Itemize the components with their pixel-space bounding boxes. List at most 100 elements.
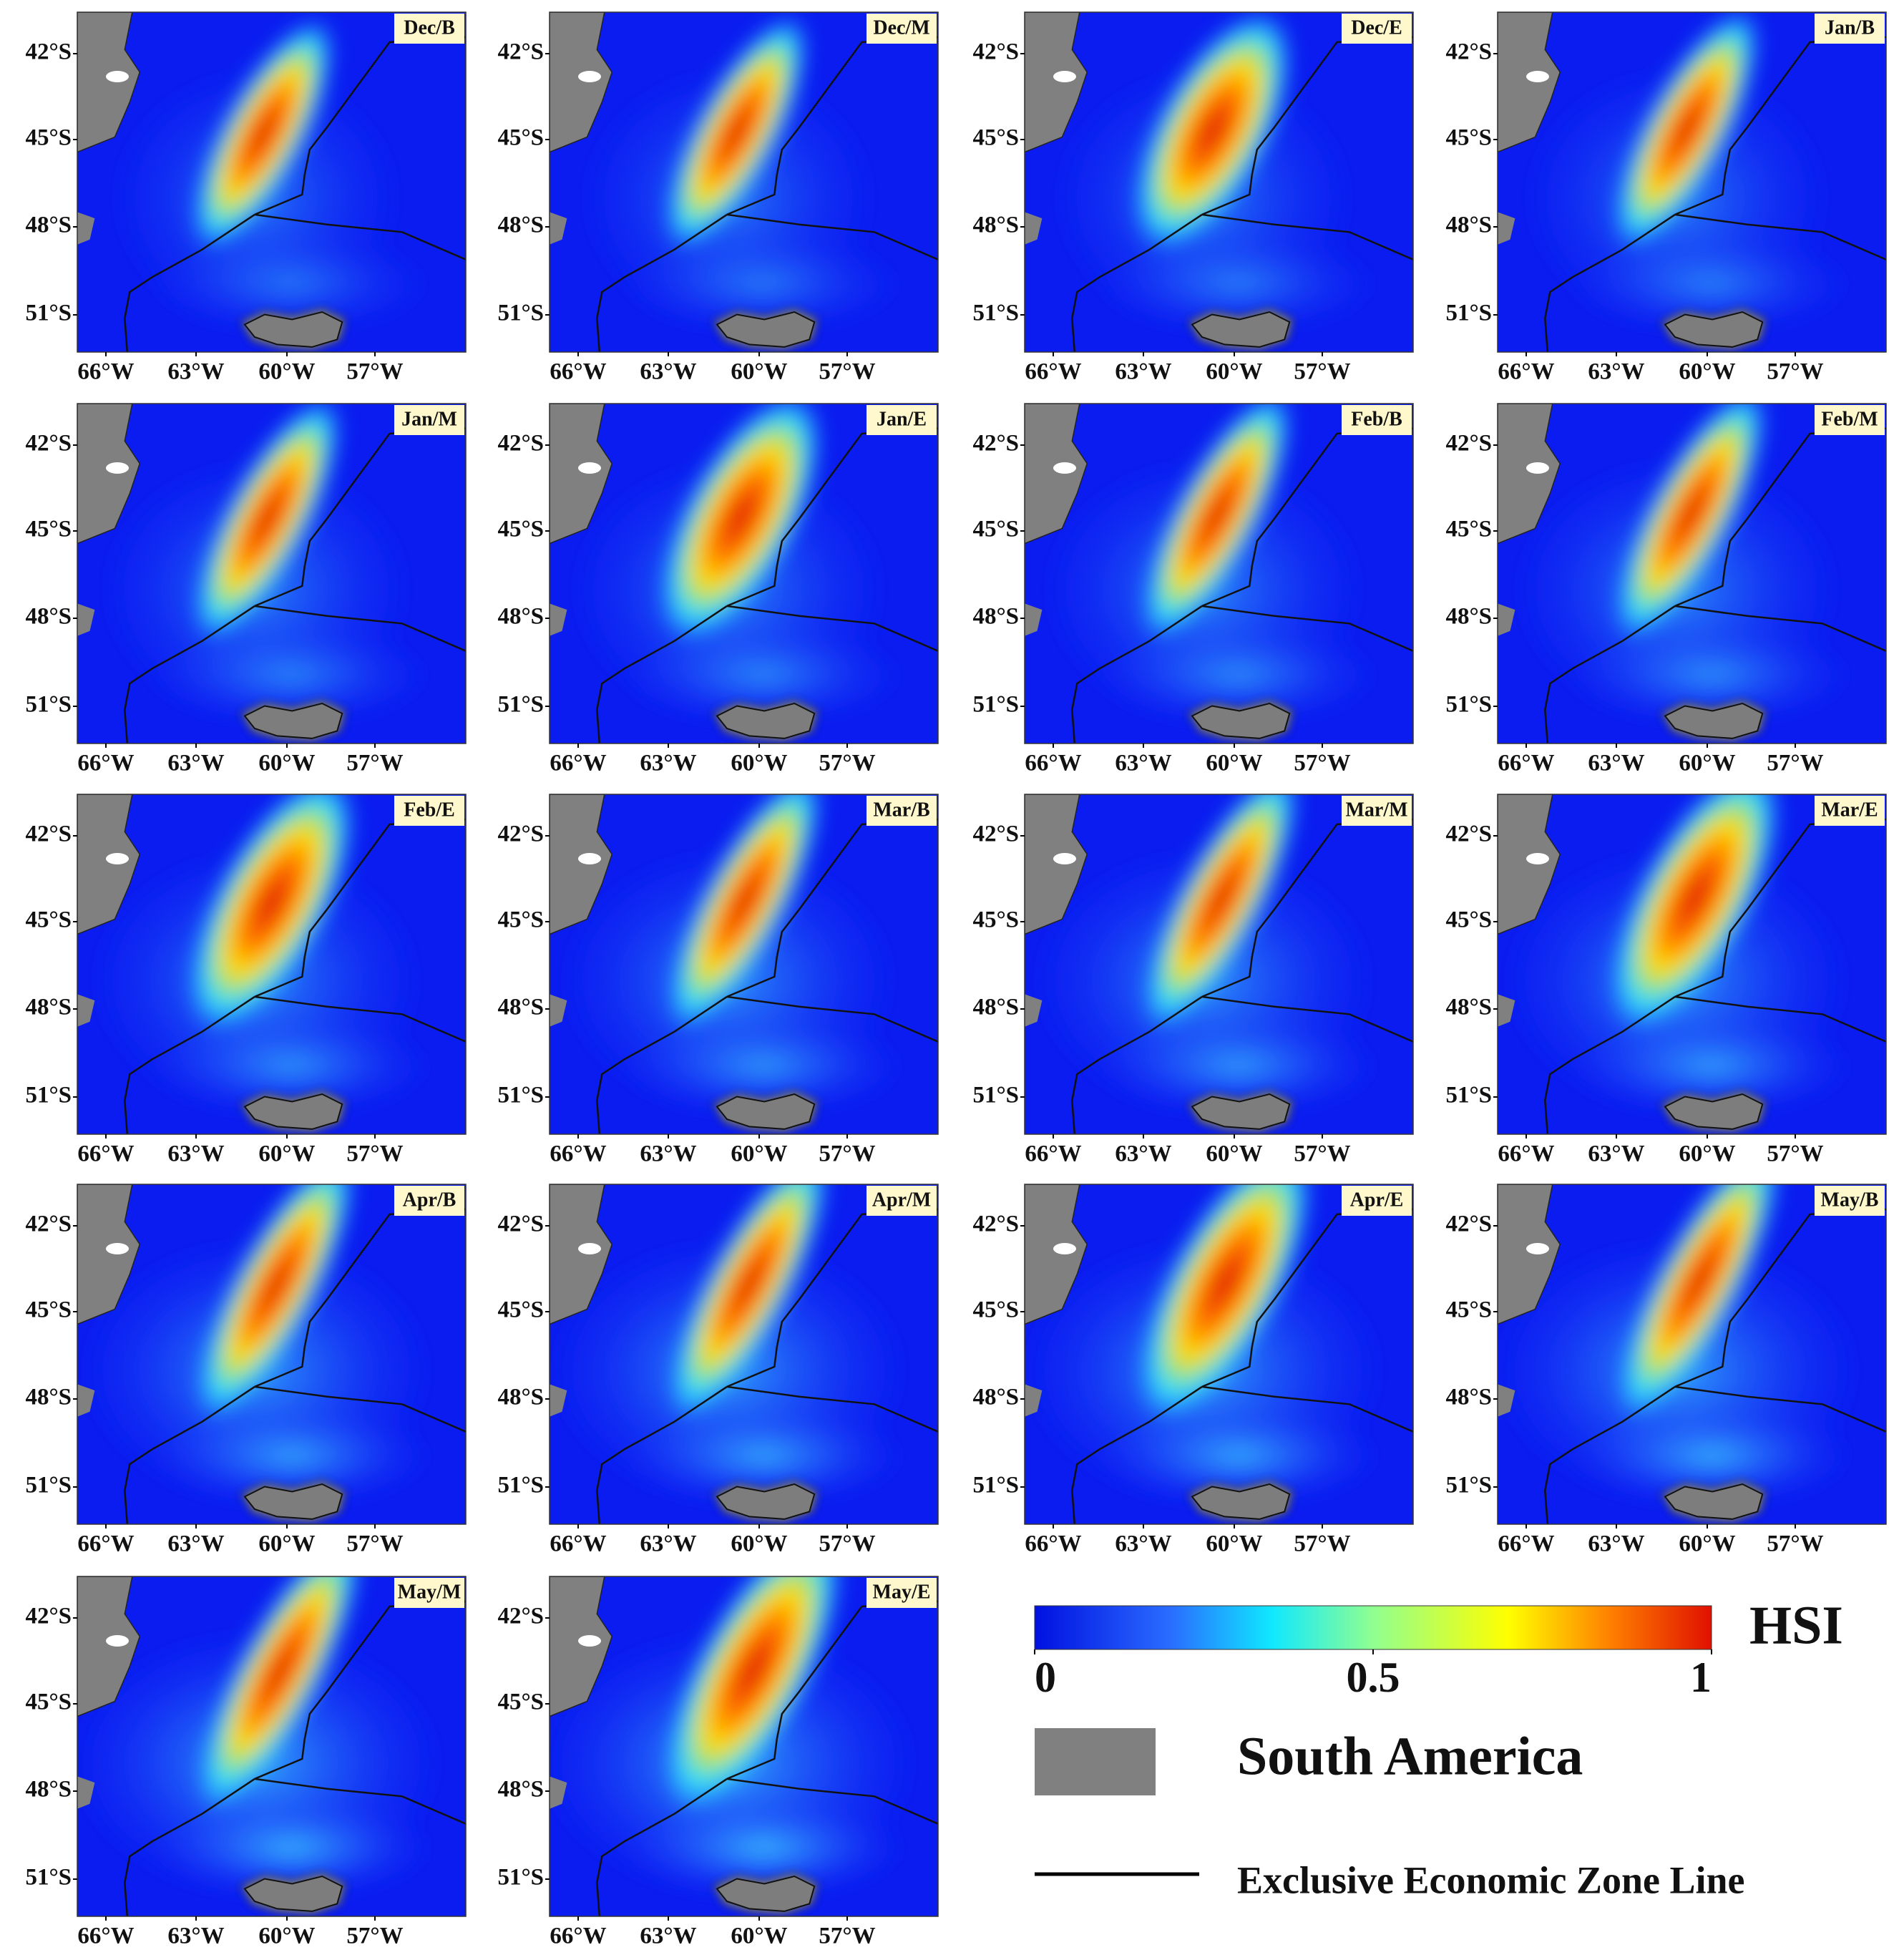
- lat-tick-label: 48°S: [25, 213, 72, 238]
- panel-label: May/M: [398, 1581, 462, 1603]
- panel-label: Apr/B: [403, 1189, 457, 1211]
- bay: [1053, 71, 1076, 82]
- lon-tick-label: 60°W: [1679, 751, 1735, 776]
- panel-label: Feb/B: [1351, 408, 1402, 430]
- lon-tick-label: 57°W: [1294, 1141, 1350, 1167]
- lat-tick-label: 45°S: [1445, 1297, 1492, 1323]
- eez-line: [596, 995, 728, 1134]
- map-panel: Mar/M 42°S 45°S 48°S 51°S 66°W 63°W 60°W 57°W: [972, 794, 1414, 1167]
- lon-tick-label: 57°W: [1767, 1531, 1823, 1557]
- habitat-south: [1096, 625, 1382, 726]
- habitat-south: [149, 234, 435, 334]
- lon-tick-label: 66°W: [77, 1924, 134, 1949]
- lat-tick-label: 51°S: [497, 301, 544, 326]
- land: [550, 1576, 613, 1717]
- land: [1025, 12, 1088, 153]
- habitat-ridge: [1133, 12, 1292, 250]
- lat-tick-label: 42°S: [25, 1604, 72, 1629]
- lon-tick-label: 63°W: [1115, 1531, 1171, 1557]
- lat-tick-label: 51°S: [25, 1865, 72, 1891]
- habitat-ridge: [188, 794, 355, 1031]
- land: [1025, 603, 1043, 636]
- lon-tick-label: 66°W: [550, 1531, 606, 1557]
- land: [550, 12, 613, 153]
- frame: [1497, 794, 1887, 1135]
- lat-tick-label: 42°S: [1445, 39, 1492, 65]
- lat-tick-label: 45°S: [972, 1297, 1019, 1323]
- bay: [1053, 462, 1076, 474]
- lat-tick-label: 45°S: [497, 125, 544, 151]
- bay: [578, 853, 601, 864]
- eez-line: [1674, 605, 1886, 652]
- lat-tick-label: 42°S: [972, 1211, 1019, 1237]
- lat-tick-label: 51°S: [1445, 692, 1492, 718]
- lat-tick-label: 51°S: [972, 301, 1019, 326]
- lat-tick-label: 51°S: [1445, 1473, 1492, 1498]
- frame: [549, 11, 939, 353]
- eez-line: [1201, 213, 1413, 260]
- panel-label-box: [1815, 14, 1885, 44]
- lon-tick-label: 57°W: [1294, 359, 1350, 385]
- panel-label-box: [1815, 1186, 1885, 1216]
- eez-line: [1674, 1208, 1886, 1388]
- eez-line: [254, 1208, 466, 1388]
- bay: [578, 1635, 601, 1647]
- lat-tick-label: 51°S: [25, 301, 72, 326]
- lon-tick-label: 60°W: [731, 359, 787, 385]
- eez-line: [1674, 1385, 1886, 1433]
- eez-line: [254, 213, 466, 260]
- lon-tick-label: 63°W: [1588, 1141, 1644, 1167]
- lat-tick-label: 42°S: [497, 1211, 544, 1237]
- frame: [549, 1184, 939, 1525]
- lat-tick-label: 42°S: [497, 821, 544, 847]
- lat-tick-label: 45°S: [25, 907, 72, 933]
- frame: [77, 403, 467, 744]
- lat-tick-label: 51°S: [1445, 1083, 1492, 1108]
- lat-tick-label: 51°S: [1445, 301, 1492, 326]
- habitat-south: [1096, 234, 1382, 334]
- panel-label: May/E: [873, 1581, 931, 1603]
- lon-tick-label: 66°W: [1498, 1531, 1554, 1557]
- lat-tick-label: 48°S: [25, 604, 72, 630]
- frame: [1024, 11, 1414, 353]
- land: [550, 1184, 613, 1325]
- map-panel: Apr/E 42°S 45°S 48°S 51°S 66°W 63°W 60°W 57°W: [972, 1184, 1414, 1557]
- habitat-ridge: [1142, 404, 1292, 640]
- map-panel: May/M 42°S 45°S 48°S 51°S 66°W 63°W 60°W 57°W: [25, 1576, 467, 1949]
- lat-tick-label: 45°S: [25, 517, 72, 542]
- lat-tick-label: 42°S: [972, 821, 1019, 847]
- panel-label-box: [1815, 405, 1885, 435]
- colorbar-tick-label: 1: [1690, 1654, 1712, 1701]
- bay: [1053, 853, 1076, 864]
- eez-line: [1201, 605, 1413, 652]
- land: [550, 1384, 567, 1417]
- habitat-south: [149, 1016, 435, 1116]
- lat-tick-label: 42°S: [25, 431, 72, 457]
- eez-line: [726, 1600, 938, 1780]
- habitat-south: [1569, 234, 1855, 334]
- panel-label: Dec/B: [404, 16, 455, 39]
- lat-tick-label: 48°S: [497, 995, 544, 1020]
- lat-tick-label: 42°S: [25, 39, 72, 65]
- frame: [1497, 11, 1887, 353]
- bay: [106, 71, 129, 82]
- lon-tick-label: 60°W: [258, 1141, 315, 1167]
- islands: [716, 311, 816, 348]
- eez-line: [254, 1600, 466, 1780]
- lat-tick-label: 51°S: [972, 692, 1019, 718]
- eez-line: [1071, 213, 1203, 352]
- land: [1498, 603, 1515, 636]
- lat-tick-label: 51°S: [497, 1865, 544, 1891]
- islands: [1664, 1093, 1764, 1130]
- land: [1498, 1184, 1561, 1325]
- lat-tick-label: 51°S: [25, 692, 72, 718]
- map-panel: Mar/E 42°S 45°S 48°S 51°S 66°W 63°W 60°W 57°W: [1445, 794, 1887, 1167]
- panel-label-box: [866, 1186, 937, 1216]
- panel-label: May/B: [1821, 1189, 1879, 1211]
- lon-tick-label: 57°W: [346, 1141, 403, 1167]
- lat-tick-label: 48°S: [497, 604, 544, 630]
- eez-line: [1674, 427, 1886, 608]
- land: [77, 794, 141, 935]
- lon-tick-label: 63°W: [1588, 1531, 1644, 1557]
